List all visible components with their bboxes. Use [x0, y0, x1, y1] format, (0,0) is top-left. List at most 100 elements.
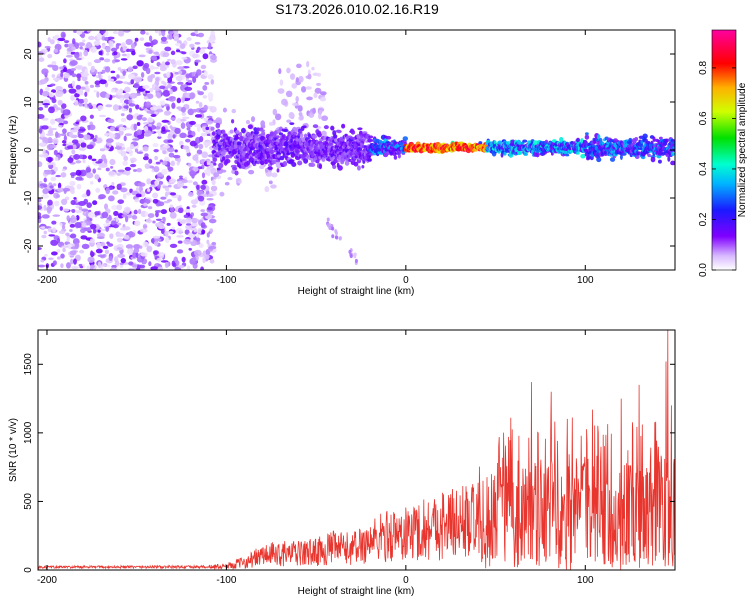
heatmap-cell — [357, 127, 363, 131]
heatmap-y-ticks: 20 10 0 -10 -20 — [23, 48, 675, 253]
heatmap-cell — [38, 198, 42, 203]
heatmap-cell — [206, 162, 211, 166]
heatmap-cell — [185, 224, 192, 230]
heatmap-cell — [154, 86, 161, 91]
heatmap-cell — [206, 172, 211, 177]
heatmap-cell — [118, 75, 126, 80]
heatmap-cell — [85, 166, 92, 174]
heatmap-cell — [298, 75, 304, 83]
heatmap-cell — [148, 123, 153, 127]
heatmap-cell — [172, 154, 181, 159]
heatmap-cell — [650, 156, 656, 163]
heatmap-cell — [90, 250, 94, 257]
heatmap-cell — [295, 149, 301, 154]
heatmap-cell — [133, 83, 140, 87]
heatmap-cell — [40, 259, 45, 263]
heatmap-cell — [53, 48, 59, 53]
heatmap-cell — [180, 106, 186, 113]
heatmap-cell — [167, 139, 174, 143]
heatmap-cell — [75, 160, 82, 164]
heatmap-cell — [187, 191, 194, 197]
heatmap-cell — [71, 80, 76, 88]
heatmap-cell — [126, 114, 134, 121]
heatmap-cell — [50, 118, 56, 125]
heatmap-cell — [283, 128, 289, 133]
heatmap-cell — [338, 236, 342, 241]
heatmap-cell — [60, 253, 65, 259]
heatmap-cell — [43, 177, 47, 183]
heatmap-cell — [143, 96, 149, 100]
heatmap-cell — [110, 70, 116, 74]
heatmap-cell — [105, 187, 111, 195]
heatmap-cell — [143, 202, 148, 207]
heatmap-cell — [219, 191, 225, 197]
heatmap-cell — [244, 137, 249, 141]
heatmap-cell — [319, 96, 327, 102]
heatmap-cell — [276, 135, 280, 139]
heatmap-cell — [535, 151, 540, 158]
heatmap-cell — [146, 110, 155, 114]
heatmap-cell — [181, 179, 188, 184]
heatmap-cell — [81, 222, 87, 228]
heatmap-cell — [40, 226, 47, 229]
heatmap-cell — [63, 135, 67, 142]
heatmap-cell — [185, 73, 191, 79]
heatmap-cell — [173, 32, 179, 40]
heatmap-cell — [48, 106, 55, 114]
heatmap-cell — [176, 249, 184, 254]
heatmap-cell — [111, 220, 116, 226]
heatmap-cell — [67, 43, 75, 48]
heatmap-cell — [300, 86, 307, 93]
heatmap-cell — [71, 266, 79, 270]
heatmap-cell — [157, 136, 162, 139]
heatmap-cell — [152, 143, 159, 148]
heatmap-cell — [117, 222, 122, 226]
heatmap-cell — [318, 163, 323, 170]
heatmap-cell — [168, 34, 173, 40]
heatmap-cell — [105, 93, 110, 99]
heatmap-cell — [123, 135, 127, 142]
heatmap-cell — [59, 223, 63, 227]
heatmap-cell — [132, 252, 137, 259]
heatmap-cell — [56, 256, 61, 260]
heatmap-cell — [53, 166, 58, 172]
heatmap-cell — [74, 52, 80, 59]
heatmap-cell — [176, 117, 183, 124]
heatmap-cell — [103, 223, 111, 227]
heatmap-cell — [215, 117, 222, 124]
heatmap-cell — [196, 149, 203, 155]
heatmap-cell — [169, 125, 173, 129]
heatmap-cell — [248, 169, 255, 175]
heatmap-cell — [332, 164, 337, 170]
heatmap-cell — [307, 73, 312, 80]
heatmap-cell — [166, 71, 171, 78]
heatmap-cell — [153, 238, 162, 242]
heatmap-cell — [161, 119, 170, 123]
heatmap-cell — [190, 238, 194, 242]
heatmap-cell — [227, 177, 233, 181]
heatmap-cell — [201, 229, 205, 235]
heatmap-cell — [357, 165, 361, 171]
heatmap-cell — [84, 101, 88, 109]
heatmap-cell — [670, 139, 675, 142]
heatmap-cell — [672, 143, 675, 147]
heatmap-cell — [78, 103, 84, 107]
heatmap-cell — [198, 102, 203, 108]
heatmap-cell — [209, 163, 214, 168]
heatmap-cell — [62, 109, 71, 116]
heatmap-cell — [38, 247, 42, 251]
heatmap-cell — [181, 116, 190, 120]
heatmap-cell — [237, 141, 242, 146]
heatmap-cell — [74, 92, 80, 98]
heatmap-cell — [63, 58, 67, 64]
heatmap-cell — [134, 76, 142, 83]
heatmap-cell — [129, 143, 135, 150]
heatmap-cell — [320, 130, 327, 137]
heatmap-cell — [114, 260, 120, 267]
heatmap-cell — [259, 164, 265, 170]
heatmap-cell — [155, 211, 159, 218]
heatmap-cell — [279, 79, 284, 86]
heatmap-cell — [67, 83, 72, 89]
heatmap-cell — [177, 240, 183, 244]
heatmap-cell — [321, 156, 326, 162]
